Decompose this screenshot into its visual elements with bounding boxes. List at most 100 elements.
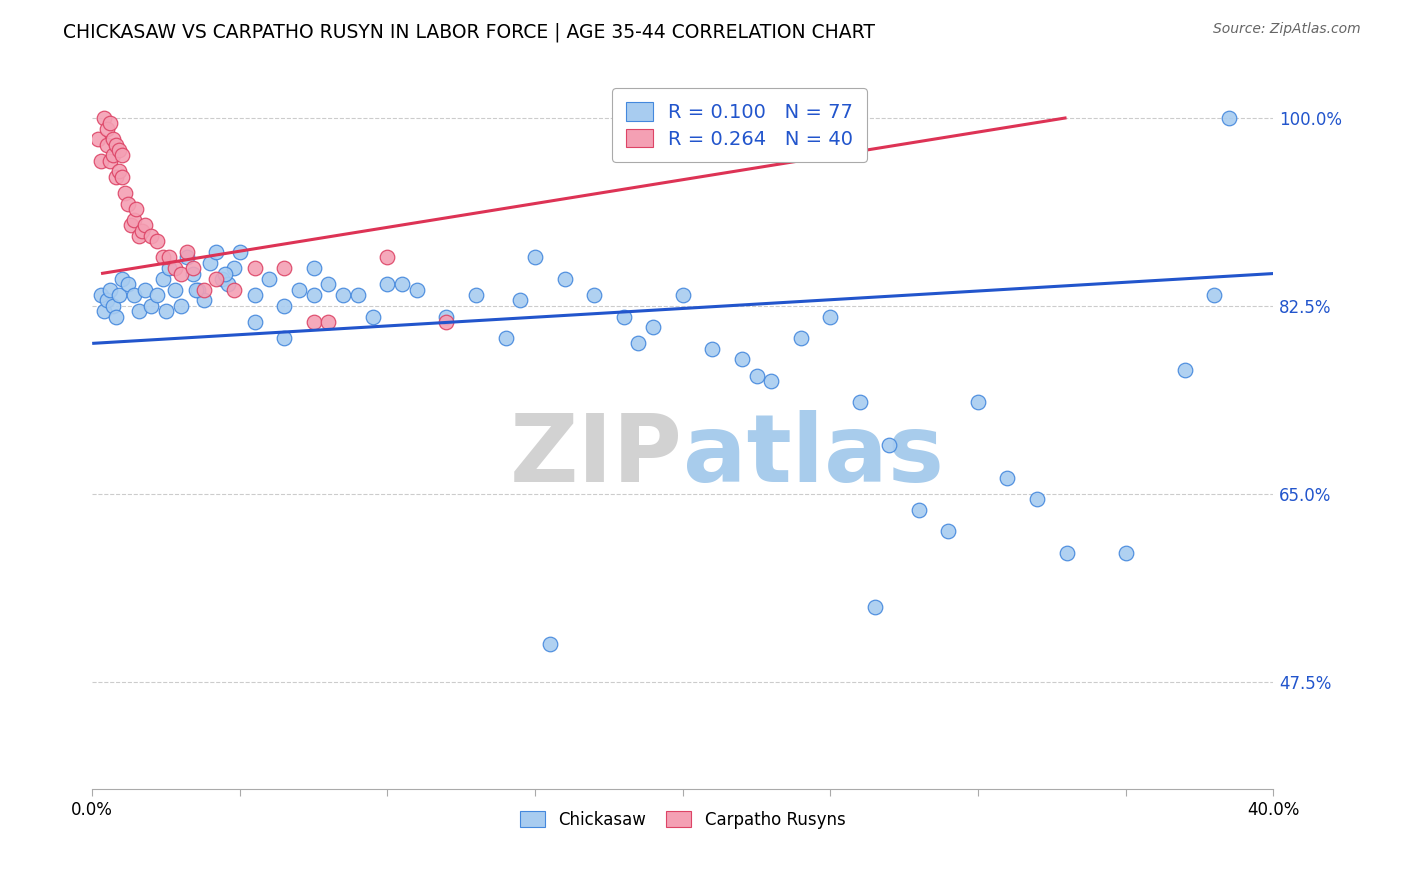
Text: atlas: atlas [683,409,943,501]
Point [273,331,295,345]
Point [90,153,112,168]
Point [181,261,204,276]
Point [107,288,129,302]
Point [98,153,121,168]
Point [1204,288,1226,302]
Point [495,331,517,345]
Point [997,471,1019,485]
Point [157,261,180,276]
Point [391,277,413,292]
Point [288,283,311,297]
Point [243,288,266,302]
Point [111,169,134,184]
Point [406,283,429,297]
Point [243,315,266,329]
Point [141,229,163,244]
Point [128,229,150,244]
Point [163,261,186,276]
Point [205,245,228,260]
Point [1056,546,1078,560]
Text: CHICKASAW VS CARPATHO RUSYN IN LABOR FORCE | AGE 35-44 CORRELATION CHART: CHICKASAW VS CARPATHO RUSYN IN LABOR FOR… [63,22,876,42]
Point [643,320,665,334]
Point [1115,546,1137,560]
Point [222,261,245,276]
Point [627,336,650,351]
Point [436,310,458,324]
Point [152,251,174,265]
Point [122,212,145,227]
Point [90,288,112,302]
Point [193,283,215,297]
Point [745,368,768,383]
Point [120,218,142,232]
Point [302,288,325,302]
Point [184,283,207,297]
Point [117,196,139,211]
Point [211,272,233,286]
Point [302,261,325,276]
Point [176,251,198,265]
Point [193,293,215,308]
Point [1218,111,1240,125]
Point [377,251,399,265]
Point [908,503,931,517]
Point [938,524,960,539]
Point [302,315,325,329]
Point [538,637,561,651]
Point [318,277,340,292]
Point [273,261,295,276]
Point [554,272,576,286]
Point [820,310,842,324]
Point [101,132,124,146]
Point [176,245,198,260]
Point [117,277,139,292]
Point [361,310,384,324]
Point [107,164,129,178]
Point [347,288,370,302]
Point [702,342,724,356]
Point [243,261,266,276]
Point [672,288,695,302]
Point [790,331,813,345]
Point [134,283,156,297]
Point [332,288,354,302]
Point [229,245,252,260]
Point [163,283,186,297]
Point [141,299,163,313]
Point [111,272,134,286]
Point [318,315,340,329]
Point [101,299,124,313]
Point [217,277,239,292]
Point [222,283,245,297]
Point [465,288,488,302]
Point [101,148,124,162]
Point [436,315,458,329]
Point [377,277,399,292]
Point [863,599,886,614]
Point [96,121,118,136]
Point [98,283,121,297]
Point [187,283,209,297]
Point [93,304,115,318]
Point [128,304,150,318]
Point [98,116,121,130]
Point [205,272,228,286]
Point [104,310,127,324]
Point [146,288,169,302]
Point [214,267,236,281]
Point [152,272,174,286]
Point [1174,363,1197,377]
Point [155,304,177,318]
Text: ZIP: ZIP [510,409,683,501]
Point [879,438,901,452]
Point [181,267,204,281]
Point [170,299,193,313]
Point [170,267,193,281]
Point [849,395,872,409]
Point [259,272,281,286]
Point [104,169,127,184]
Point [524,251,547,265]
Point [731,352,754,367]
Point [157,251,180,265]
Point [273,299,295,313]
